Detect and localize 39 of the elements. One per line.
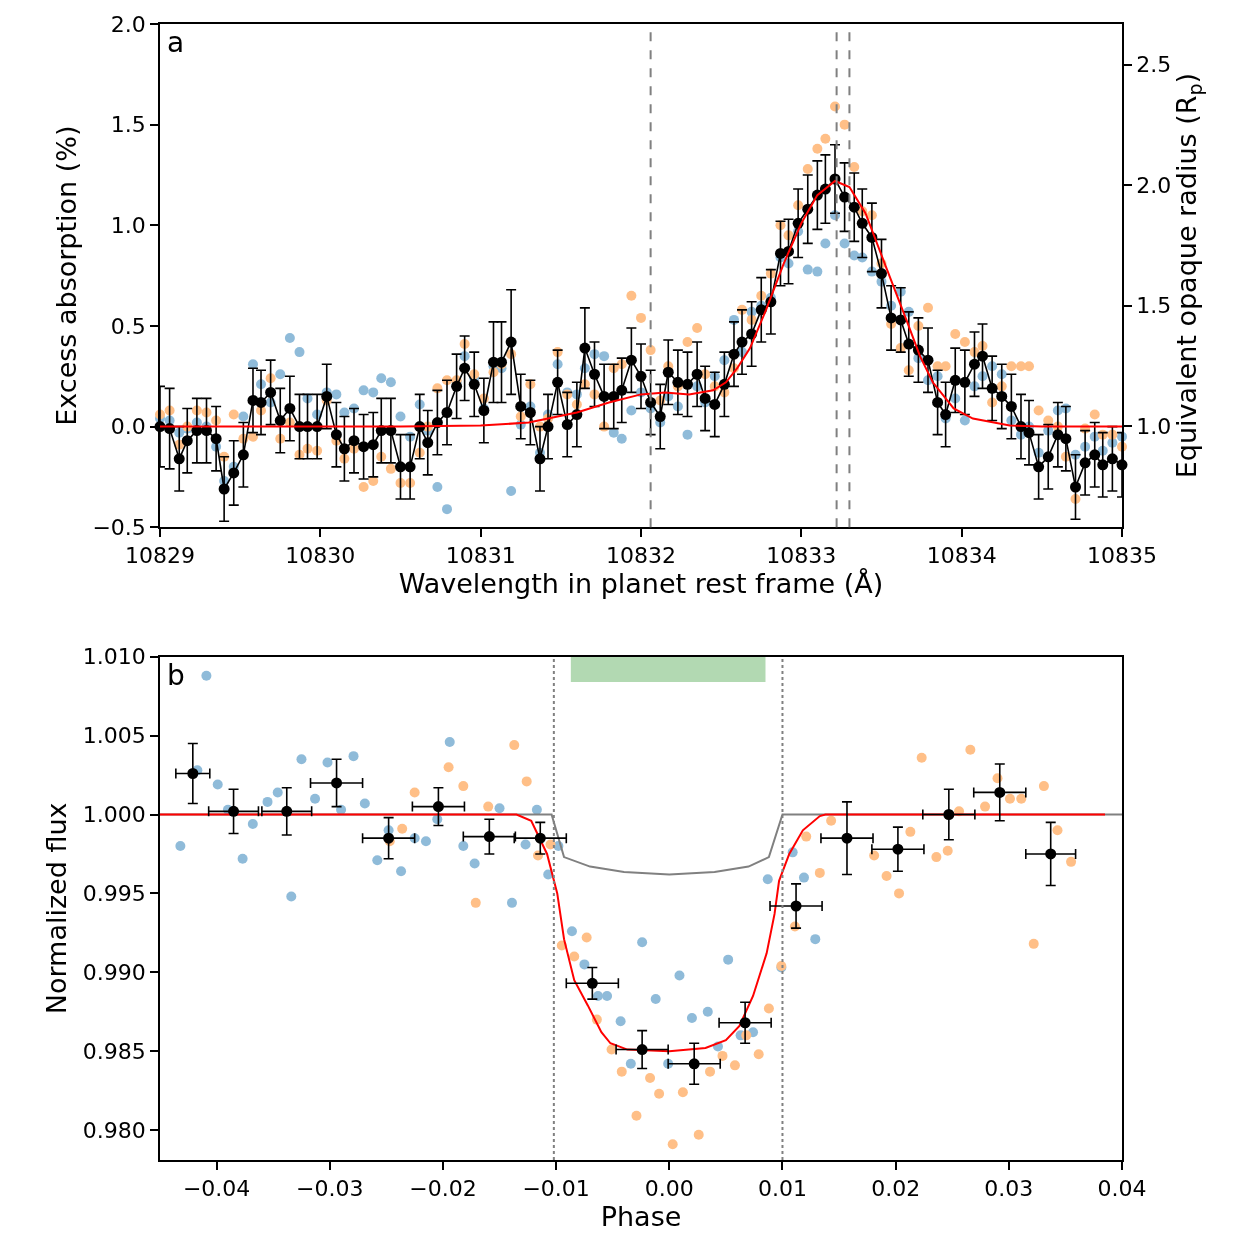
y-tick-label: 1.005: [82, 723, 146, 749]
x-tick-label: −0.03: [296, 1176, 364, 1202]
y2-tick-label: 2.0: [1136, 172, 1172, 198]
y2-tick-label: 2.5: [1136, 52, 1172, 78]
y-tick-label: 0.0: [110, 414, 146, 440]
y-axis-title: Excess absorption (%): [50, 125, 82, 426]
x-tick-label: 10835: [1087, 543, 1157, 569]
x-tick-label: 10834: [926, 543, 997, 569]
y-tick-label: 0.985: [82, 1038, 146, 1064]
y-tick-label: 1.5: [110, 112, 146, 138]
x-tick-label: 10833: [766, 543, 837, 569]
annotation: b: [167, 659, 185, 692]
annotation: a: [167, 26, 185, 59]
x-tick-label: 0.02: [871, 1176, 921, 1202]
x-axis-title: Wavelength in planet rest frame (Å): [398, 568, 884, 600]
y-tick-label: 0.5: [110, 313, 146, 339]
x-tick-label: 0.04: [1097, 1176, 1147, 1202]
y-tick-label: 1.000: [82, 802, 146, 828]
x-tick-label: −0.04: [182, 1176, 251, 1202]
x-tick-label: 10830: [285, 543, 356, 569]
y-tick-label: 0.995: [82, 881, 146, 907]
x-tick-label: −0.01: [522, 1176, 590, 1202]
x-tick-label: 10829: [125, 543, 195, 569]
x-tick-label: 0.00: [644, 1176, 694, 1202]
y-tick-label: 1.010: [82, 644, 146, 670]
x-tick-label: −0.02: [409, 1176, 477, 1202]
y-tick-label: 2.0: [110, 11, 146, 37]
y-tick-label: −0.5: [92, 514, 146, 540]
y2-tick-label: 1.0: [1136, 414, 1172, 440]
x-tick-label: 10832: [606, 543, 676, 569]
y-axis-title: Normalized flux: [41, 802, 73, 1015]
y-tick-label: 0.980: [82, 1117, 146, 1143]
x-axis-title: Phase: [600, 1201, 682, 1233]
y-tick-label: 1.0: [110, 213, 146, 238]
x-tick-label: 10831: [445, 543, 516, 569]
x-tick-label: 0.03: [984, 1176, 1034, 1202]
x-tick-label: 0.01: [757, 1176, 807, 1202]
y2-tick-label: 1.5: [1136, 293, 1172, 319]
y-tick-label: 0.990: [82, 959, 146, 985]
